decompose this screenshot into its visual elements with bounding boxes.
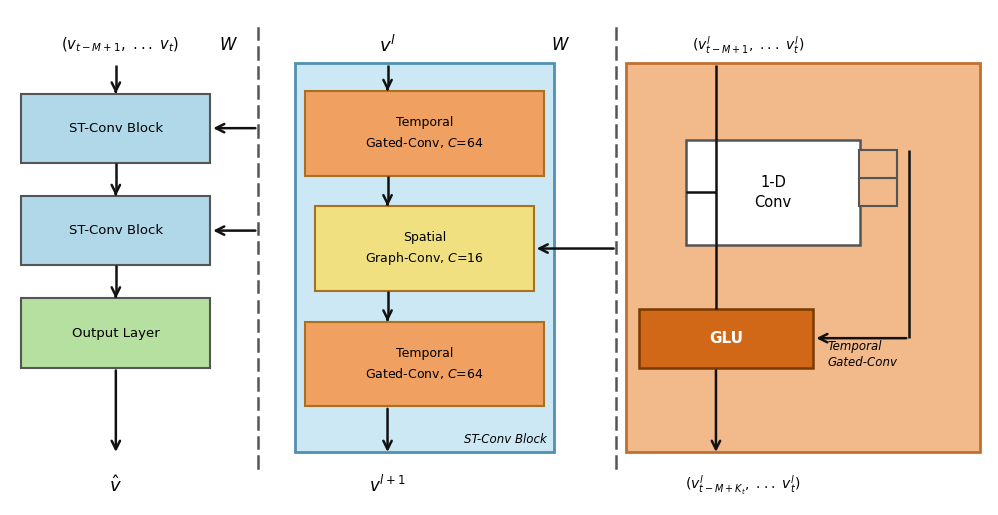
Text: GLU: GLU xyxy=(710,331,744,346)
Text: ST-Conv Block: ST-Conv Block xyxy=(464,433,547,446)
Text: ST-Conv Block: ST-Conv Block xyxy=(69,224,163,237)
Text: Temporal
Gated-Conv, $C$=64: Temporal Gated-Conv, $C$=64 xyxy=(365,116,484,150)
Bar xyxy=(686,140,860,245)
Text: Temporal
Gated-Conv, $C$=64: Temporal Gated-Conv, $C$=64 xyxy=(365,347,484,381)
Bar xyxy=(859,150,897,178)
Text: Temporal
Gated-Conv: Temporal Gated-Conv xyxy=(827,340,897,369)
Bar xyxy=(315,207,534,291)
Bar xyxy=(21,299,211,368)
Bar xyxy=(305,91,544,176)
Bar xyxy=(21,196,211,265)
Text: $(\mathit{v}^l_{t-M+K_t},\ ...\ \mathit{v}^l_t)$: $(\mathit{v}^l_{t-M+K_t},\ ...\ \mathit{… xyxy=(685,474,800,497)
Bar xyxy=(295,63,554,452)
Text: Spatial
Graph-Conv, $C$=16: Spatial Graph-Conv, $C$=16 xyxy=(365,231,484,267)
Text: $W$: $W$ xyxy=(551,36,570,54)
Text: $(\mathit{v}^l_{t-M+1},\ ...\ \mathit{v}^l_t)$: $(\mathit{v}^l_{t-M+1},\ ...\ \mathit{v}… xyxy=(692,34,804,56)
Bar xyxy=(21,94,211,163)
Text: Output Layer: Output Layer xyxy=(72,327,160,339)
Bar xyxy=(305,321,544,406)
Text: 1-D
Conv: 1-D Conv xyxy=(754,175,791,210)
Bar xyxy=(640,308,813,368)
Text: $W$: $W$ xyxy=(219,36,238,54)
Text: $v^l$: $v^l$ xyxy=(379,35,396,56)
Text: ST-Conv Block: ST-Conv Block xyxy=(69,122,163,134)
Text: $v^{l+1}$: $v^{l+1}$ xyxy=(369,475,406,496)
Bar xyxy=(627,63,980,452)
Text: $(\mathit{v}_{t-M+1},\ ...\ \mathit{v}_t)$: $(\mathit{v}_{t-M+1},\ ...\ \mathit{v}_t… xyxy=(61,36,180,54)
Text: $\hat{v}$: $\hat{v}$ xyxy=(110,475,123,496)
Bar xyxy=(859,178,897,207)
